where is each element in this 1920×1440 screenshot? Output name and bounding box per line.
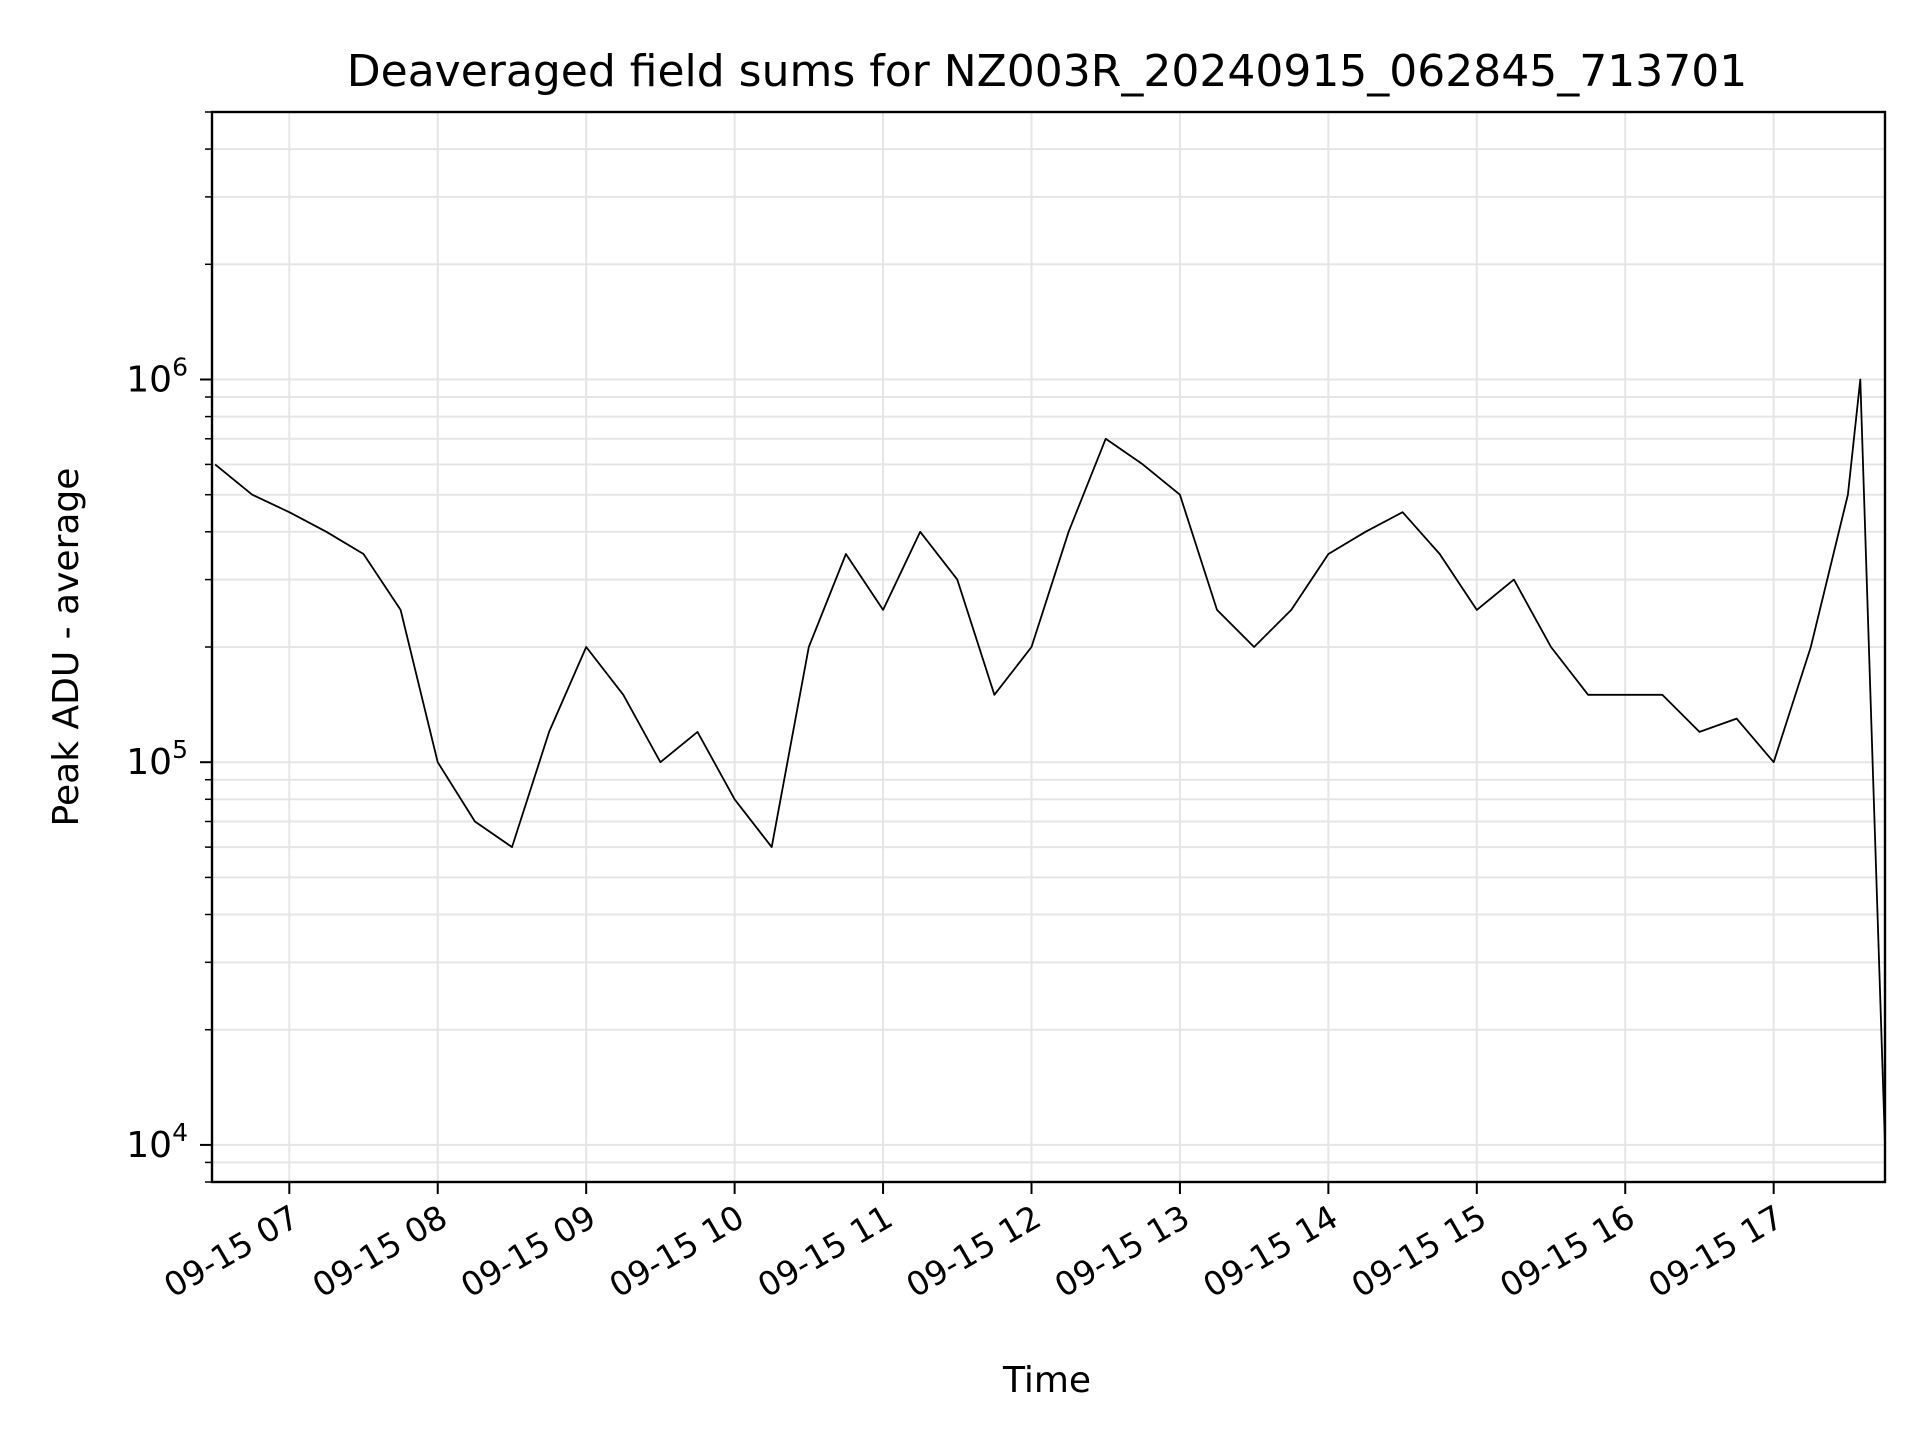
x-tick-label: 09-15 13 <box>1048 1197 1196 1305</box>
x-tick-label: 09-15 12 <box>899 1197 1047 1305</box>
x-tick-label: 09-15 17 <box>1642 1197 1790 1305</box>
x-tick-label: 09-15 16 <box>1493 1197 1641 1305</box>
x-tick-label: 09-15 14 <box>1196 1197 1344 1305</box>
x-tick-label: 09-15 08 <box>306 1197 454 1305</box>
x-tick-label: 09-15 11 <box>751 1197 899 1305</box>
x-tick-label: 09-15 10 <box>603 1197 751 1305</box>
x-axis: 09-15 07 09-15 08 09-15 09 09-15 10 09-15 11… <box>157 1182 1790 1305</box>
series-layer <box>214 378 1886 1145</box>
y-axis: 104 105 106 <box>126 111 212 1183</box>
x-tick-label: 09-15 09 <box>454 1197 602 1305</box>
x-axis-title: Time <box>1002 1360 1091 1401</box>
grid <box>212 111 1885 1183</box>
y-tick-label: 105 <box>126 735 188 783</box>
chart-title: Deaveraged field sums for NZ003R_2024091… <box>347 46 1747 97</box>
x-tick-label: 09-15 15 <box>1345 1197 1493 1305</box>
x-tick-label: 09-15 07 <box>157 1197 305 1305</box>
y-tick-label: 106 <box>126 353 188 401</box>
y-tick-label: 104 <box>126 1118 188 1166</box>
y-axis-title: Peak ADU - average <box>46 468 87 827</box>
series-line-0 <box>214 378 1886 1145</box>
